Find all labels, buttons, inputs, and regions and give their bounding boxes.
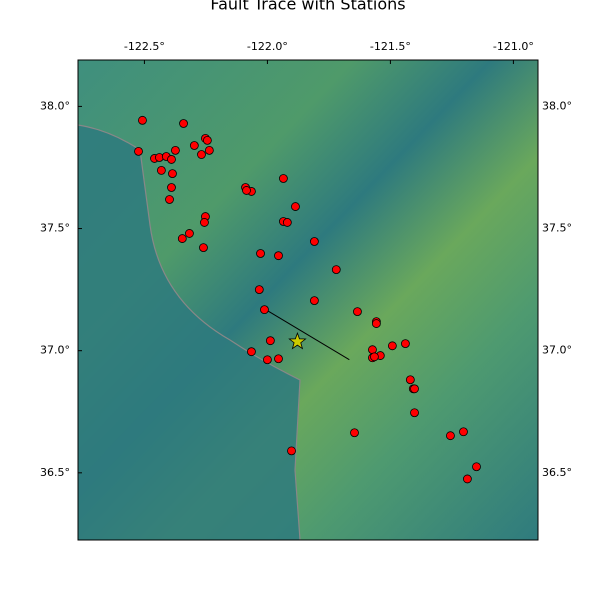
station <box>134 146 143 156</box>
fault-trace <box>262 307 350 361</box>
station <box>405 375 415 385</box>
station <box>168 169 177 178</box>
station <box>291 202 300 211</box>
y-tick-label: 37.5° <box>40 222 70 235</box>
y-tick-label: 37.0° <box>40 344 70 357</box>
station <box>256 249 265 258</box>
station <box>167 183 176 192</box>
y-tick-label: 38.0° <box>40 99 70 112</box>
station <box>179 119 188 128</box>
y-tick-label-right: 38.0° <box>542 99 572 112</box>
station <box>165 195 174 204</box>
station <box>463 474 472 484</box>
y-tick-label-right: 36.5° <box>542 466 572 479</box>
station <box>247 347 256 357</box>
chart-title: Fault Trace with Stations <box>210 0 405 14</box>
station <box>309 237 319 246</box>
station <box>459 427 468 437</box>
station <box>309 296 319 306</box>
station <box>167 155 176 164</box>
station <box>387 341 397 351</box>
station <box>265 336 275 346</box>
station <box>138 115 147 125</box>
x-tick-label: -121.5° <box>370 40 411 53</box>
plot-frame <box>77 59 539 541</box>
station <box>401 339 410 349</box>
station <box>410 408 419 418</box>
x-tick-label: -122.5° <box>124 40 165 53</box>
station <box>204 145 214 155</box>
epicenter <box>288 331 307 350</box>
station <box>279 174 288 183</box>
y-tick-label-right: 37.5° <box>542 222 572 235</box>
station <box>185 229 194 238</box>
ocean <box>78 125 300 540</box>
x-tick-label: -122.0° <box>247 40 288 53</box>
station <box>263 355 272 365</box>
station <box>331 265 341 274</box>
station <box>410 384 419 394</box>
station <box>189 141 199 150</box>
station <box>254 285 264 295</box>
station <box>353 307 362 317</box>
station <box>199 243 208 253</box>
y-tick-label: 36.5° <box>40 466 70 479</box>
y-tick-label-right: 37.0° <box>542 344 572 357</box>
station <box>171 145 180 155</box>
station <box>274 354 283 364</box>
station <box>260 305 269 315</box>
station <box>446 431 455 441</box>
station <box>202 135 212 145</box>
station <box>472 462 481 472</box>
station <box>350 428 359 438</box>
station <box>274 251 283 261</box>
station <box>197 150 206 159</box>
station <box>282 218 292 227</box>
station <box>287 446 296 456</box>
station <box>177 234 187 243</box>
station <box>200 218 209 227</box>
x-tick-label: -121.0° <box>493 40 534 53</box>
station <box>242 186 251 195</box>
station <box>156 166 166 175</box>
station <box>370 352 379 362</box>
station <box>371 319 381 328</box>
